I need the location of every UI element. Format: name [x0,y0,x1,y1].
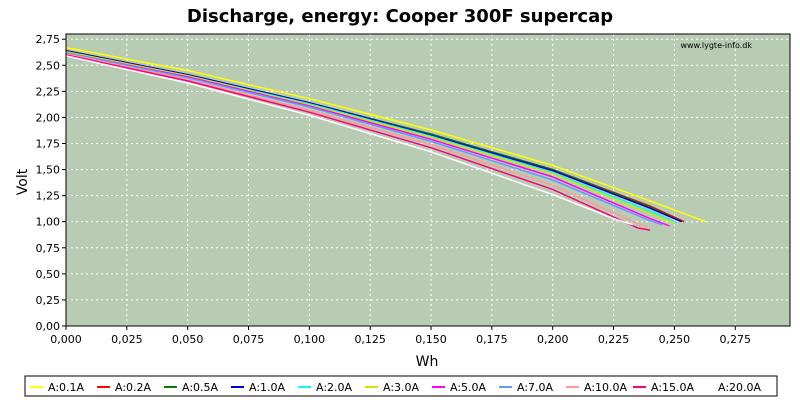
chart-title: Discharge, energy: Cooper 300F supercap [187,6,613,27]
series-line-a-1-0a [65,49,682,223]
legend-label: A:2.0A [316,381,353,394]
legend-label: A:0.1A [48,381,85,394]
x-axis-label: Wh [416,354,439,370]
x-tick-label: 0,275 [719,333,751,346]
series-line-a-20-0a [65,55,634,226]
legend-label: A:15.0A [651,381,695,394]
y-tick-label: 1,00 [36,216,61,229]
x-tick-label: 0,125 [354,333,386,346]
y-tick-label: 2,50 [36,59,61,72]
x-tick-label: 0,025 [111,333,143,346]
x-tick-label: 0,000 [50,333,82,346]
y-tick-label: 1,50 [36,164,61,177]
legend-label: A:20.0A [718,381,762,394]
y-tick-label: 0,50 [36,268,61,281]
y-tick-label: 2,00 [36,111,61,124]
y-tick-label: 2,25 [36,85,61,98]
y-tick-label: 1,25 [36,190,61,203]
watermark: www.lygte-info.dk [680,41,752,50]
series-line-a-7-0a [65,52,663,226]
y-tick-label: 1,75 [36,138,61,151]
x-tick-label: 0,050 [172,333,204,346]
x-tick-label: 0,250 [659,333,691,346]
legend-label: A:0.2A [115,381,152,394]
legend-label: A:5.0A [450,381,487,394]
x-tick-label: 0,075 [233,333,265,346]
x-tick-label: 0,175 [476,333,508,346]
series-line-a-15-0a [65,54,651,231]
legend: A:0.1A A:0.2A A:0.5A A:1.0A A:2.0A A:3.0A A:5.… [30,381,762,394]
series-line-a-3-0a [65,50,675,224]
legend-label: A:7.0A [517,381,554,394]
legend-label: A:3.0A [383,381,420,394]
x-tick-label: 0,150 [415,333,447,346]
grid [65,34,790,327]
series-line-a-0-1a [65,46,707,223]
y-tick-label: 0,25 [36,294,61,307]
x-tick-label: 0,225 [598,333,630,346]
y-tick-label: 0,00 [36,320,61,333]
series-line-a-5-0a [65,52,670,227]
plot-border [65,33,791,327]
ticks: 0,000 0,025 0,050 0,075 0,100 0,125 0,150 0,175… [36,33,751,346]
x-tick-label: 0,100 [294,333,326,346]
series-group [65,46,707,231]
series-line-a-10-0a [65,53,648,228]
y-tick-label: 0,75 [36,242,61,255]
x-tick-label: 0,200 [537,333,569,346]
legend-label: A:1.0A [249,381,286,394]
legend-label: A:10.0A [584,381,628,394]
y-axis-label: Volt [15,168,31,195]
legend-label: A:0.5A [182,381,219,394]
legend-box [24,375,778,397]
y-tick-label: 2,75 [36,33,61,46]
